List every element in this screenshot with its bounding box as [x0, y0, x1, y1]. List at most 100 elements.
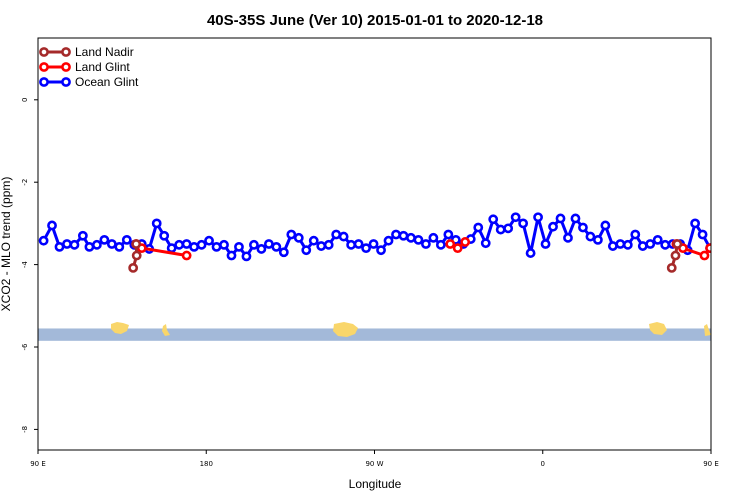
ocean-glint-point	[652, 234, 663, 245]
land-nadir-point	[131, 250, 142, 261]
x-tick-label: 90 W	[365, 460, 383, 468]
ocean-glint-point	[690, 218, 701, 229]
ocean-glint-point	[181, 239, 192, 249]
legend-marker	[61, 77, 71, 87]
ocean-glint-point	[278, 247, 289, 258]
legend-marker	[39, 77, 49, 87]
ocean-glint-point	[323, 239, 334, 250]
ocean-glint-point	[249, 239, 259, 250]
ocean-glint-point	[99, 234, 110, 245]
legend-label: Ocean Glint	[75, 75, 139, 89]
ocean-glint-point	[286, 229, 297, 240]
ocean-glint-point	[548, 221, 558, 232]
ocean-glint-point	[495, 224, 506, 235]
ocean-glint-point	[234, 241, 244, 252]
ocean-glint-point	[338, 231, 349, 242]
ocean-glint-point	[62, 239, 72, 249]
ocean-glint-point	[503, 223, 514, 234]
ocean-glint-point	[510, 212, 521, 223]
legend-marker	[39, 62, 49, 72]
legend-item-land-nadir: Land Nadir	[39, 45, 134, 59]
land-glint-point	[452, 243, 463, 254]
ocean-glint-point	[361, 243, 371, 254]
land-new-zealand-repeat	[649, 322, 667, 335]
ocean-glint-point	[592, 234, 603, 245]
ocean-glint-point	[443, 229, 454, 240]
ocean-glint-point	[256, 244, 267, 254]
x-tick-label: 0	[541, 460, 545, 468]
ocean-glint-point	[533, 212, 543, 223]
ocean-glint-point	[518, 218, 529, 229]
x-axis: 90 E 180 90 W 0 90 E	[30, 450, 719, 468]
y-axis: 0 -2 -4 -6 -8	[21, 98, 38, 433]
ocean-glint-point	[84, 241, 95, 252]
ocean-strip	[38, 328, 711, 341]
series-land-nadir	[128, 239, 683, 273]
land-glint-point	[705, 243, 711, 254]
land-south-america	[333, 322, 358, 337]
y-tick-label: -8	[21, 426, 29, 433]
land-glint-point	[181, 250, 192, 261]
ocean-glint-point	[570, 213, 581, 224]
ocean-glint-point	[600, 220, 611, 231]
ocean-glint-point	[331, 229, 342, 240]
x-tick-label: 90 E	[703, 460, 719, 468]
ocean-glint-point	[555, 213, 566, 224]
ocean-glint-point	[69, 239, 80, 250]
ocean-glint-point	[353, 239, 364, 249]
legend-marker	[61, 62, 71, 72]
ocean-glint-point	[77, 230, 88, 241]
ocean-glint-point	[383, 235, 394, 246]
ocean-glint-point	[721, 241, 728, 248]
legend-item-ocean-glint: Ocean Glint	[39, 75, 139, 89]
legend-label: Land Nadir	[75, 45, 134, 59]
ocean-glint-point	[578, 222, 588, 233]
ocean-glint-point	[91, 239, 102, 250]
land-nadir-point	[131, 239, 142, 249]
y-tick-label: -6	[21, 343, 29, 351]
ocean-glint-point	[714, 240, 721, 247]
ocean-glint-point	[391, 229, 401, 240]
ocean-glint-point	[473, 222, 484, 233]
legend-marker	[39, 47, 49, 57]
y-tick-label: 0	[21, 98, 29, 102]
x-tick-label: 90 E	[30, 460, 46, 468]
land-nadir-point	[128, 262, 139, 273]
ocean-glint-point	[271, 241, 282, 252]
ocean-glint-point	[488, 214, 499, 225]
ocean-glint-point	[697, 229, 708, 240]
ocean-glint-point	[346, 239, 357, 250]
ocean-glint-point	[106, 239, 117, 249]
land-glint-point	[445, 239, 456, 249]
ocean-glint-point	[368, 239, 379, 249]
ocean-glint-point	[166, 243, 177, 254]
ocean-glint-point	[622, 239, 633, 250]
ocean-glint-point	[525, 248, 536, 258]
ocean-glint-point	[308, 235, 319, 246]
legend-label: Land Glint	[75, 60, 130, 74]
ocean-glint-point	[398, 230, 409, 241]
ocean-glint-point	[226, 250, 237, 261]
x-tick-label: 180	[200, 460, 213, 468]
y-axis-label: XCO2 - MLO trend (ppm)	[0, 177, 13, 312]
ocean-glint-point	[645, 239, 656, 249]
y-tick-label: -2	[21, 179, 29, 186]
ocean-glint-point	[428, 232, 439, 243]
ocean-glint-point	[54, 241, 65, 252]
ocean-glint-point	[263, 239, 274, 249]
ocean-glint-point	[585, 231, 596, 242]
land-glint-point	[699, 250, 710, 261]
land-nadir-point	[672, 239, 683, 249]
ocean-glint-point	[121, 234, 132, 245]
ocean-glint-point	[114, 241, 125, 252]
ocean-glint-point	[630, 229, 641, 240]
ocean-glint-point	[540, 239, 551, 249]
ocean-glint-point	[607, 241, 618, 251]
ocean-glint-point	[196, 239, 207, 250]
ocean-glint-point	[563, 232, 573, 243]
chart-title: 40S-35S June (Ver 10) 2015-01-01 to 2020…	[207, 12, 543, 29]
ocean-glint-point	[615, 239, 626, 249]
ocean-glint-point	[376, 245, 386, 256]
